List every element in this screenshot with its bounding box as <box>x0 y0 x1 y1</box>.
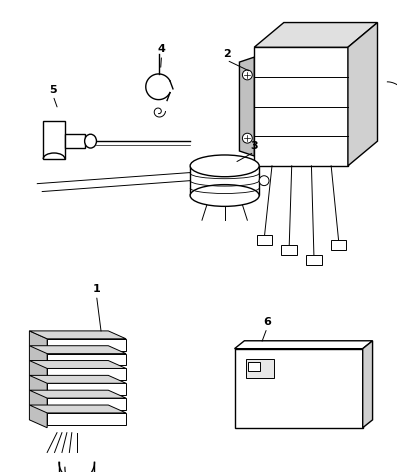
Text: 1: 1 <box>92 285 100 294</box>
Bar <box>281 245 297 255</box>
Circle shape <box>242 70 252 80</box>
Polygon shape <box>348 22 378 166</box>
Polygon shape <box>30 390 126 398</box>
Text: 6: 6 <box>263 317 271 327</box>
Text: 5: 5 <box>49 85 57 95</box>
Polygon shape <box>254 22 378 47</box>
Bar <box>246 359 274 378</box>
Polygon shape <box>47 369 126 380</box>
Polygon shape <box>30 405 126 413</box>
Text: 2: 2 <box>223 49 230 59</box>
Polygon shape <box>30 331 126 339</box>
Polygon shape <box>47 383 126 395</box>
Polygon shape <box>30 375 126 383</box>
Circle shape <box>242 133 252 143</box>
Ellipse shape <box>190 155 259 177</box>
Polygon shape <box>30 361 126 369</box>
Text: 4: 4 <box>158 44 166 54</box>
Polygon shape <box>234 341 372 349</box>
Ellipse shape <box>190 185 259 206</box>
Bar <box>306 255 322 265</box>
Polygon shape <box>47 413 126 425</box>
Polygon shape <box>190 166 259 196</box>
Bar <box>43 122 65 159</box>
Polygon shape <box>254 47 348 166</box>
Text: 3: 3 <box>250 141 258 151</box>
Bar <box>331 240 346 250</box>
Bar <box>257 235 272 245</box>
Polygon shape <box>30 346 126 353</box>
Polygon shape <box>240 57 254 156</box>
Bar <box>65 134 85 148</box>
Polygon shape <box>47 353 126 365</box>
Polygon shape <box>47 398 126 410</box>
Polygon shape <box>234 349 363 428</box>
Bar <box>248 361 260 371</box>
Polygon shape <box>363 341 372 428</box>
Polygon shape <box>30 331 47 428</box>
Circle shape <box>259 176 269 186</box>
Ellipse shape <box>85 134 96 148</box>
Polygon shape <box>47 339 126 351</box>
